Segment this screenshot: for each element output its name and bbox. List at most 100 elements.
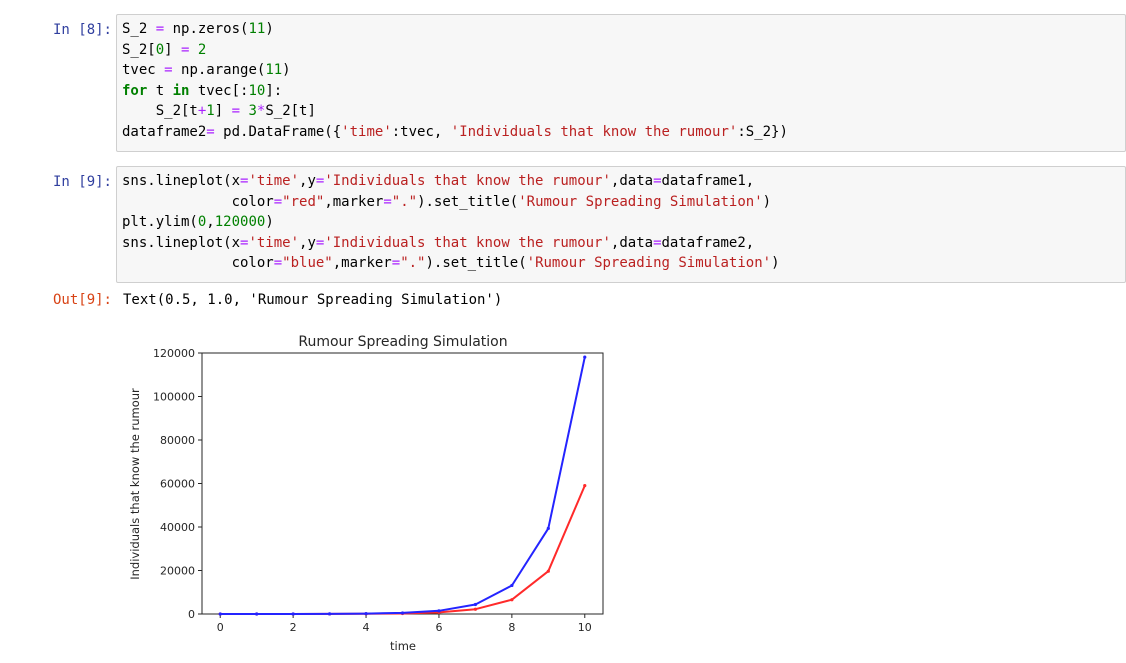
- series-point-0: [255, 612, 259, 616]
- code-token: ).set_title(: [425, 255, 527, 271]
- code-editor[interactable]: S_2 = np.zeros(11) S_2[0] = 2 tvec = np.ar…: [116, 14, 1126, 152]
- code-line: S_2[t+1] = 3*S_2[t]: [122, 101, 1121, 122]
- code-token: sns.lineplot(x: [122, 234, 241, 251]
- code-token: [189, 42, 197, 58]
- code-token: S_2: [122, 21, 156, 37]
- code-token: :S_2}): [737, 123, 788, 140]
- code-token: np.arange(: [172, 62, 266, 78]
- code-token: =: [231, 103, 241, 119]
- code-token: 0: [197, 214, 207, 230]
- code-line: S_2 = np.zeros(11): [122, 19, 1121, 40]
- code-token: dataframe1,: [661, 173, 755, 189]
- series-line-0: [220, 485, 586, 615]
- code-token: 120000: [214, 214, 266, 230]
- y-ticks: 0 20000 40000 60000 80000 100000 120000: [153, 347, 202, 621]
- series-point-1: [583, 355, 587, 359]
- code-token: =: [181, 41, 190, 58]
- code-token: 'time': [248, 234, 300, 251]
- series-point-1: [400, 611, 405, 615]
- code-token: =: [383, 193, 392, 210]
- code-editor[interactable]: sns.lineplot(x='time',y='Individuals tha…: [116, 166, 1126, 283]
- code-line: for t in tvec[:10]:: [122, 81, 1121, 102]
- code-token: ,y: [299, 234, 316, 251]
- code-token: ,y: [299, 173, 316, 189]
- x-axis-label: time: [390, 639, 416, 653]
- code-token: =: [273, 193, 283, 210]
- code-token: S_2[t: [122, 103, 198, 119]
- series-point-0: [546, 569, 550, 573]
- series-point-1: [364, 612, 368, 616]
- y-tick-label: 120000: [153, 347, 195, 360]
- code-token: tvec[:: [189, 82, 249, 99]
- code-token: tvec: [122, 62, 165, 78]
- code-token: for: [122, 82, 148, 99]
- code-token: S_2[: [122, 41, 156, 58]
- code-token: ): [771, 255, 780, 271]
- chart-title: Rumour Spreading Simulation: [298, 334, 507, 350]
- y-tick-label: 0: [188, 608, 195, 621]
- code-token: ,marker: [332, 255, 392, 271]
- code-token: ,marker: [324, 193, 384, 210]
- series-point-0: [364, 612, 368, 616]
- x-tick-label: 8: [508, 621, 515, 634]
- code-token: :tvec,: [391, 123, 451, 140]
- code-token: 10: [248, 82, 266, 99]
- code-token: ): [265, 214, 274, 230]
- code-token: =: [240, 173, 249, 189]
- x-tick-label: 2: [290, 621, 297, 634]
- code-token: S_2[t]: [265, 103, 316, 119]
- code-token: =: [273, 255, 283, 271]
- series-point-1: [546, 526, 550, 530]
- series-point-1: [218, 612, 222, 616]
- code-token: t: [147, 82, 173, 99]
- code-token: 'time': [248, 173, 300, 189]
- axes-frame: [201, 352, 604, 615]
- cell-prompt: In [9]:: [52, 174, 112, 190]
- output-prompt: Out[9]:: [52, 292, 112, 308]
- code-token: =: [653, 234, 662, 251]
- code-token: 11: [265, 62, 283, 78]
- code-token: =: [240, 234, 249, 251]
- series-point-0: [510, 598, 514, 602]
- y-tick-label: 60000: [160, 478, 195, 491]
- code-token: =: [315, 234, 325, 251]
- series-point-1: [473, 602, 478, 607]
- code-token: ): [265, 21, 274, 37]
- series-point-0: [473, 607, 478, 611]
- code-token: =: [155, 21, 165, 37]
- code-token: dataframe2,: [661, 234, 755, 251]
- series-point-0: [437, 610, 441, 615]
- axes-border: [201, 352, 604, 615]
- cell-prompt: In [8]:: [52, 22, 112, 38]
- code-token: =: [206, 123, 215, 140]
- code-token: 'Individuals that know the rumour': [450, 123, 738, 140]
- code-token: *: [256, 103, 266, 119]
- x-tick-label: 4: [363, 621, 370, 634]
- code-line: dataframe2= pd.DataFrame({'time':tvec, '…: [122, 122, 1121, 143]
- code-token: ,: [206, 214, 215, 230]
- code-token: color: [122, 255, 274, 271]
- code-token: 1: [206, 103, 215, 119]
- series-point-1: [255, 612, 259, 616]
- code-token: "red": [282, 193, 325, 210]
- code-token: ".": [391, 193, 418, 210]
- series-point-1: [291, 612, 295, 616]
- code-token: 'Individuals that know the rumour': [324, 234, 611, 251]
- code-line: sns.lineplot(x='time',y='Individuals tha…: [122, 233, 1121, 254]
- code-token: 2: [197, 41, 207, 58]
- x-tick-label: 10: [578, 621, 592, 634]
- code-token: =: [653, 173, 662, 189]
- output-text: Text(0.5, 1.0, 'Rumour Spreading Simulat…: [123, 292, 503, 308]
- code-lines: S_2 = np.zeros(11) S_2[0] = 2 tvec = np.ar…: [122, 19, 1121, 142]
- y-tick-label: 40000: [160, 521, 195, 534]
- series-point-1: [510, 583, 514, 588]
- code-token: np.zeros(: [164, 21, 249, 37]
- code-token: ]: [214, 103, 232, 119]
- x-ticks: 0 2 4 6 8 10: [217, 614, 592, 634]
- y-tick-label: 80000: [160, 434, 195, 447]
- code-token: =: [315, 173, 325, 189]
- code-token: 11: [248, 21, 266, 37]
- series-line-1: [220, 356, 586, 615]
- code-token: ,data: [610, 234, 654, 251]
- code-token: 'Rumour Spreading Simulation': [526, 255, 772, 271]
